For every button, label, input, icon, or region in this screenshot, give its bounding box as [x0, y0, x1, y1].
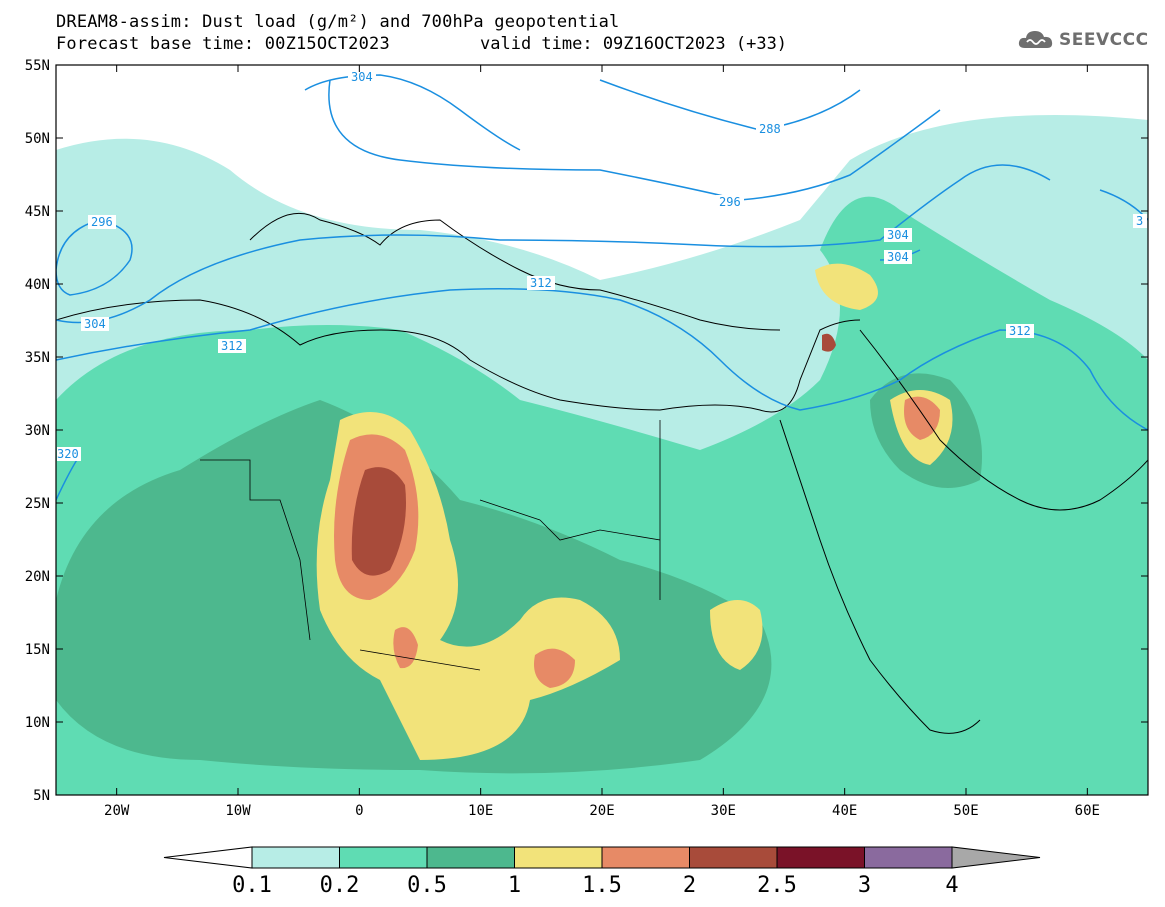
contour-label: 304	[887, 250, 909, 264]
lon-tick-label: 10W	[225, 803, 251, 819]
colorbar-label: 0.5	[407, 873, 447, 898]
colorbar-label: 2	[683, 873, 696, 898]
contour-label: 288	[759, 122, 781, 136]
lon-tick-label: 0	[355, 803, 363, 819]
contour-label: 296	[719, 195, 741, 209]
colorbar-segment	[864, 846, 953, 869]
valid-time: valid time: 09Z16OCT2023 (+33)	[480, 34, 788, 54]
lat-tick-label: 5N	[33, 788, 50, 804]
lon-tick-label: 40E	[832, 803, 857, 819]
colorbar-segment	[689, 846, 778, 869]
contour-304	[56, 164, 1051, 324]
coastline	[56, 299, 861, 413]
lat-tick-label: 20N	[25, 569, 50, 585]
colorbar-segment	[514, 846, 603, 869]
contour-label: 312	[530, 276, 552, 290]
colorbar-label: 1.5	[582, 873, 622, 898]
colorbar-label: 0.1	[232, 873, 272, 898]
contour-296	[328, 79, 941, 201]
colorbar-segment	[251, 846, 340, 869]
contour-label: 304	[84, 317, 106, 331]
lon-tick-label: 30E	[711, 803, 736, 819]
contour-label-group: 304 288 296 296 304 304 312 312 304 312 …	[57, 70, 1147, 461]
contour-label: 296	[91, 215, 113, 229]
colorbar-label: 2.5	[757, 873, 797, 898]
dust-field-1.5b	[534, 648, 575, 688]
dust-field-2	[351, 467, 406, 576]
colorbar-label: 0.2	[320, 873, 360, 898]
colorbar-label: 4	[945, 873, 958, 898]
dust-field-1b	[710, 600, 763, 670]
contour-label: 304	[351, 70, 373, 84]
coastline-europe	[249, 212, 781, 331]
lon-tick-label: 60E	[1075, 803, 1100, 819]
coastline-arabia	[859, 329, 1148, 511]
map-title: DREAM8-assim: Dust load (g/m²) and 700hP…	[56, 12, 620, 32]
dust-field-1d	[815, 263, 878, 310]
dust-field-layer: 304 288 296 296 304 304 312 312 304 312 …	[56, 65, 1148, 795]
colorbar-high-extension	[951, 846, 1041, 869]
longitude-axis: 20W 10W 0 10E 20E 30E 40E 50E 60E	[104, 65, 1100, 819]
colorbar-label: 1	[508, 873, 521, 898]
forecast-base-time: Forecast base time: 00Z15OCT2023	[56, 34, 390, 54]
contour-label: 304	[887, 228, 909, 242]
lat-tick-label: 40N	[25, 277, 50, 293]
lon-tick-label: 10E	[468, 803, 493, 819]
lat-tick-label: 25N	[25, 496, 50, 512]
lat-tick-label: 15N	[25, 642, 50, 658]
lat-tick-label: 45N	[25, 204, 50, 220]
dust-field-2b	[822, 333, 836, 352]
lat-tick-label: 55N	[25, 58, 50, 74]
contour-304-north	[304, 74, 521, 151]
dust-field-1.5c	[904, 396, 940, 440]
lon-tick-label: 50E	[953, 803, 978, 819]
contour-label: 3	[1136, 214, 1143, 228]
lat-tick-label: 50N	[25, 131, 50, 147]
colorbar-segment	[776, 846, 865, 869]
colorbar-low-extension	[163, 846, 253, 869]
contour-296-west	[56, 219, 133, 296]
colorbar: 0.1 0.2 0.5 1 1.5 2 2.5 3 4	[163, 846, 1041, 898]
lon-tick-label: 20W	[104, 803, 130, 819]
logo-text: SEEVCCC	[1059, 30, 1149, 50]
lon-tick-label: 20E	[589, 803, 614, 819]
latitude-axis: 55N 50N 45N 40N 35N 30N 25N 20N 15N 10N 5N	[25, 58, 1148, 804]
lat-tick-label: 35N	[25, 350, 50, 366]
contour-label: 320	[57, 447, 79, 461]
lat-tick-label: 10N	[25, 715, 50, 731]
lat-tick-label: 30N	[25, 423, 50, 439]
colorbar-segment	[601, 846, 690, 869]
cloud-icon	[1018, 31, 1053, 48]
dust-field-1.5d	[393, 627, 418, 669]
colorbar-segment	[426, 846, 515, 869]
coastline-redsea	[779, 419, 981, 734]
contour-label: 312	[221, 339, 243, 353]
contour-label: 312	[1009, 324, 1031, 338]
colorbar-label: 3	[858, 873, 871, 898]
colorbar-segment	[339, 846, 428, 869]
country-border	[200, 420, 661, 671]
seevccc-logo: SEEVCCC	[1017, 28, 1149, 52]
